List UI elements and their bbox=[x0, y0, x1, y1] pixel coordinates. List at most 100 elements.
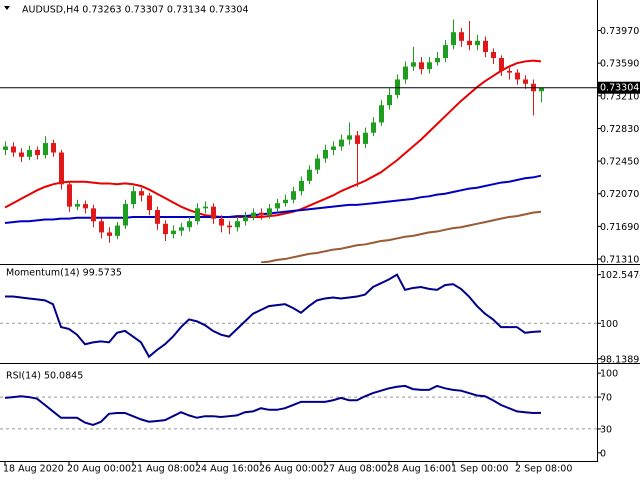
candle-body bbox=[83, 204, 88, 209]
x-tick-label: 1 Sep 00:00 bbox=[451, 464, 508, 475]
candle-body bbox=[355, 135, 360, 144]
plot-area bbox=[3, 19, 544, 263]
y-tick-label: 0 bbox=[600, 448, 606, 459]
candle-body bbox=[291, 191, 296, 200]
candle-body bbox=[483, 40, 488, 52]
y-tick-label: 30 bbox=[600, 424, 612, 435]
candle-body bbox=[331, 146, 336, 150]
menu-icon bbox=[4, 6, 10, 10]
candle-body bbox=[107, 232, 112, 236]
candle-body bbox=[139, 191, 144, 196]
candle-body bbox=[35, 149, 40, 156]
indicator-line bbox=[4, 384, 542, 427]
candle-body bbox=[27, 149, 32, 157]
candle-body bbox=[123, 204, 128, 226]
y-tick-label: 0.72070 bbox=[600, 189, 639, 200]
candle-body bbox=[43, 143, 48, 156]
candle-body bbox=[235, 221, 240, 228]
y-tick-label: 102.5474 bbox=[600, 270, 640, 281]
candle-body bbox=[515, 72, 520, 80]
y-tick-label: 0.72450 bbox=[600, 157, 639, 168]
candle-body bbox=[307, 169, 312, 181]
candle-body bbox=[363, 132, 368, 144]
x-tick-label: 2 Sep 08:00 bbox=[515, 464, 572, 475]
x-tick-label: 18 Aug 2020 bbox=[3, 464, 64, 475]
candle-body bbox=[443, 45, 448, 58]
y-tick-label: 70 bbox=[600, 393, 612, 404]
candle-body bbox=[323, 149, 328, 159]
candle-body bbox=[523, 79, 528, 84]
panel-title: AUDUSD,H4 0.73263 0.73307 0.73134 0.7330… bbox=[22, 5, 249, 16]
panel-title: Momentum(14) 99.5735 bbox=[6, 268, 122, 279]
candle-body bbox=[171, 230, 176, 235]
y-tick-label: 0.72830 bbox=[600, 124, 639, 135]
candle-body bbox=[91, 208, 96, 222]
candle-body bbox=[267, 208, 272, 216]
candle-body bbox=[147, 195, 152, 211]
current-price-box bbox=[598, 81, 640, 94]
x-tick-label: 20 Aug 00:00 bbox=[67, 464, 131, 475]
candle-body bbox=[187, 221, 192, 228]
candle-body bbox=[467, 40, 472, 46]
candle-body bbox=[451, 32, 456, 46]
candle-body bbox=[99, 221, 104, 233]
candle-body bbox=[219, 218, 224, 226]
candle-body bbox=[435, 57, 440, 63]
current-price-label: 0.73304 bbox=[600, 83, 639, 94]
moving-average-line bbox=[4, 59, 542, 218]
candle-body bbox=[19, 152, 24, 157]
x-tick-label: 28 Aug 16:00 bbox=[387, 464, 451, 475]
candle-body bbox=[403, 66, 408, 80]
frame bbox=[0, 0, 640, 462]
candle-body bbox=[419, 62, 424, 70]
candle-body bbox=[339, 139, 344, 147]
candle-body bbox=[459, 32, 464, 41]
candle-body bbox=[115, 225, 120, 236]
y-tick-label: 0.73210 bbox=[600, 91, 639, 102]
y-tick-label: 0.73590 bbox=[600, 59, 639, 70]
y-tick-label: 100 bbox=[600, 369, 618, 380]
candle-body bbox=[275, 203, 280, 209]
candle-body bbox=[179, 227, 184, 231]
y-tick-label: 0.71310 bbox=[600, 255, 639, 266]
y-tick-label: 98.1389 bbox=[600, 354, 639, 365]
candle-body bbox=[163, 223, 168, 235]
candle-body bbox=[75, 204, 80, 207]
candle-body bbox=[491, 51, 496, 58]
x-tick-label: 21 Aug 08:00 bbox=[131, 464, 195, 475]
x-tick-label: 24 Aug 16:00 bbox=[195, 464, 259, 475]
candle-body bbox=[427, 62, 432, 70]
candle-body bbox=[59, 152, 64, 185]
plot-area bbox=[0, 273, 597, 359]
candle-body bbox=[227, 225, 232, 228]
y-tick-label: 0.71690 bbox=[600, 222, 639, 233]
candle-body bbox=[131, 191, 136, 205]
candle-body bbox=[67, 184, 72, 207]
candle-body bbox=[379, 105, 384, 123]
candle-body bbox=[251, 212, 256, 217]
y-tick-label: 100 bbox=[600, 319, 618, 330]
candle-body bbox=[3, 146, 8, 150]
candle-body bbox=[411, 62, 416, 67]
x-tick-label: 26 Aug 00:00 bbox=[259, 464, 323, 475]
candle-body bbox=[259, 212, 264, 216]
candle-body bbox=[475, 40, 480, 46]
candle-body bbox=[499, 57, 504, 71]
candle-body bbox=[203, 206, 208, 209]
candle-body bbox=[243, 216, 248, 222]
candle-body bbox=[395, 79, 400, 95]
x-tick-label: 27 Aug 08:00 bbox=[323, 464, 387, 475]
candle-body bbox=[155, 210, 160, 224]
candle-body bbox=[283, 199, 288, 204]
plot-area bbox=[0, 384, 597, 430]
candle-body bbox=[539, 87, 544, 92]
panel-title: RSI(14) 50.0845 bbox=[6, 371, 83, 382]
candle-body bbox=[387, 94, 392, 106]
candle-body bbox=[51, 143, 56, 153]
candle-body bbox=[371, 122, 376, 133]
candle-body bbox=[347, 135, 352, 140]
indicator-line bbox=[5, 273, 542, 359]
candle-body bbox=[315, 158, 320, 170]
